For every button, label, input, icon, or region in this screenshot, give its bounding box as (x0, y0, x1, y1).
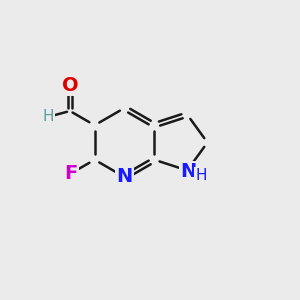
Text: O: O (61, 76, 78, 95)
Text: N: N (181, 162, 197, 182)
Text: H: H (196, 168, 207, 183)
Text: N: N (116, 167, 133, 187)
Text: H: H (43, 109, 54, 124)
Text: F: F (64, 164, 78, 183)
